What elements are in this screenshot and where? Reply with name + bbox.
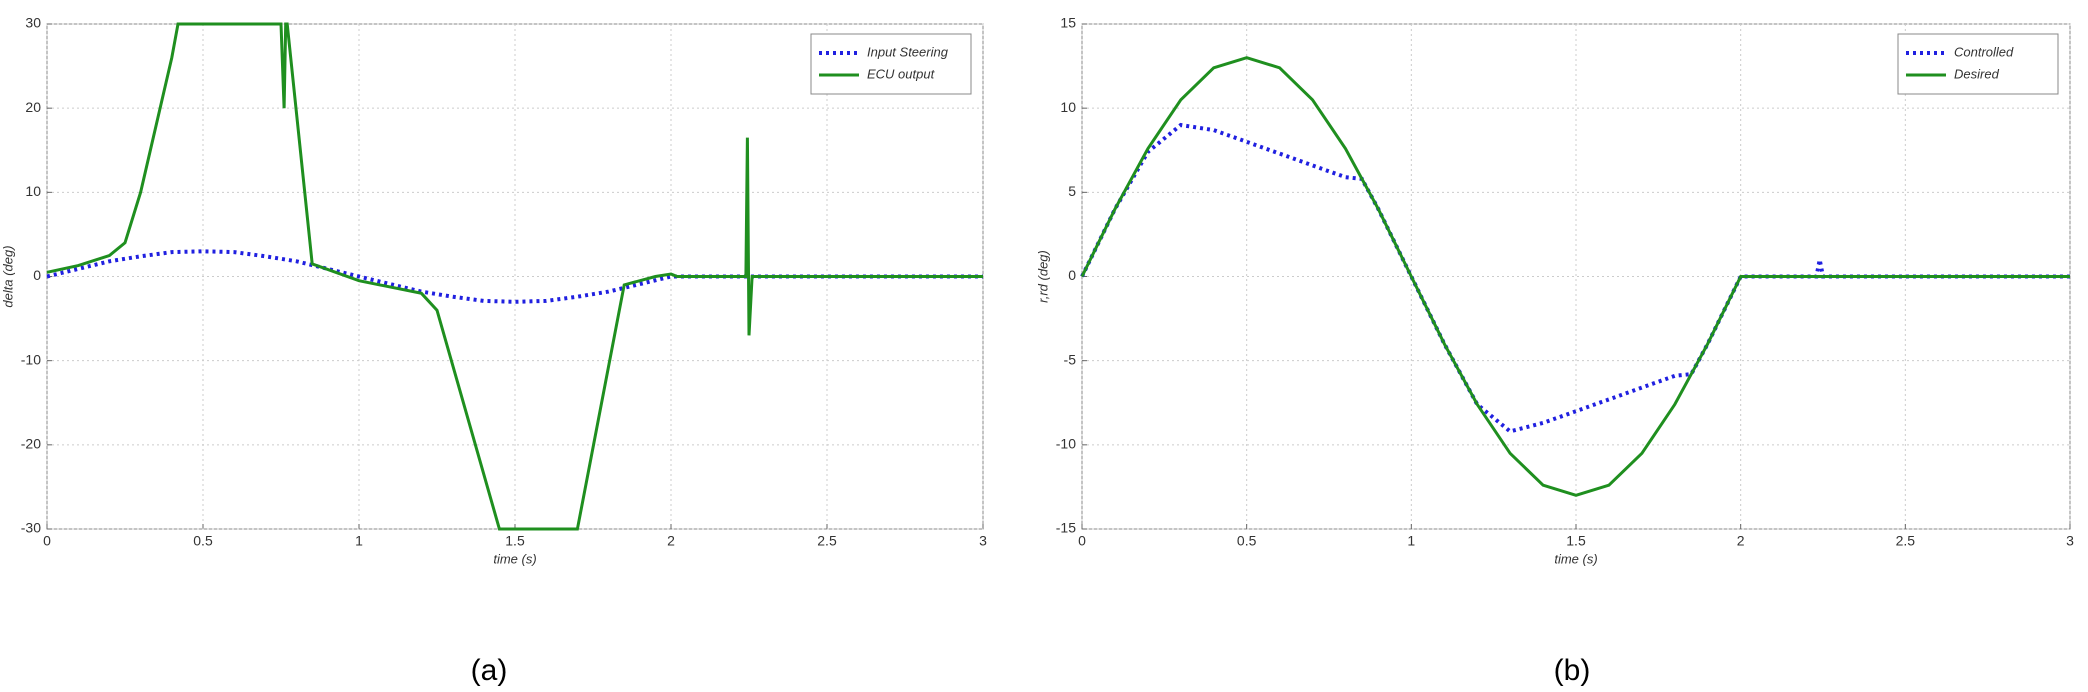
x-axis-label: time (s) (493, 551, 536, 566)
y-tick-label: 10 (1060, 99, 1076, 115)
x-axis-label: time (s) (1554, 551, 1597, 566)
y-tick-label: -10 (21, 351, 41, 367)
y-tick-label: -5 (1064, 351, 1077, 367)
x-tick-label: 2 (667, 533, 675, 549)
legend-box (810, 33, 972, 95)
x-tick-label: 0.5 (193, 533, 213, 549)
y-tick-label: -15 (1056, 520, 1076, 536)
x-tick-label: 1 (1407, 533, 1415, 549)
legend-box (1897, 33, 2059, 95)
caption: (b) (1554, 654, 1591, 687)
y-tick-label: 0 (33, 267, 41, 283)
x-tick-label: 3 (979, 533, 987, 549)
x-tick-label: 1 (355, 533, 363, 549)
series-line (46, 22, 983, 531)
y-tick-label: -30 (21, 520, 41, 536)
x-tick-label: 0 (43, 533, 51, 549)
legend-label: Controlled (1954, 44, 2014, 59)
y-tick-label: -10 (1056, 436, 1076, 452)
y-tick-label: 0 (1068, 267, 1076, 283)
y-tick-label: 10 (25, 183, 41, 199)
y-tick-label: -20 (21, 436, 41, 452)
y-tick-label: 5 (1068, 183, 1076, 199)
legend-label: ECU output (867, 66, 936, 81)
y-tick-label: 20 (25, 99, 41, 115)
y-tick-label: 15 (1060, 15, 1076, 31)
x-tick-label: 0 (1078, 533, 1086, 549)
x-tick-label: 1.5 (505, 533, 525, 549)
legend: Controlled Desired (1897, 33, 2059, 95)
x-tick-label: 2.5 (1896, 533, 1916, 549)
legend-label: Desired (1954, 66, 2000, 81)
series-line (1080, 56, 2070, 497)
caption: (a) (471, 654, 508, 687)
y-axis-label: r,rd (deg) (1035, 250, 1050, 303)
x-tick-label: 2.5 (817, 533, 837, 549)
x-tick-label: 0.5 (1237, 533, 1257, 549)
legend-label: Input Steering (867, 44, 949, 59)
x-tick-label: 3 (2066, 533, 2074, 549)
y-tick-label: 30 (25, 15, 41, 31)
legend: Input Steering ECU output (810, 33, 972, 95)
x-tick-label: 2 (1737, 533, 1745, 549)
y-axis-label: delta (deg) (0, 245, 15, 307)
x-tick-label: 1.5 (1566, 533, 1586, 549)
